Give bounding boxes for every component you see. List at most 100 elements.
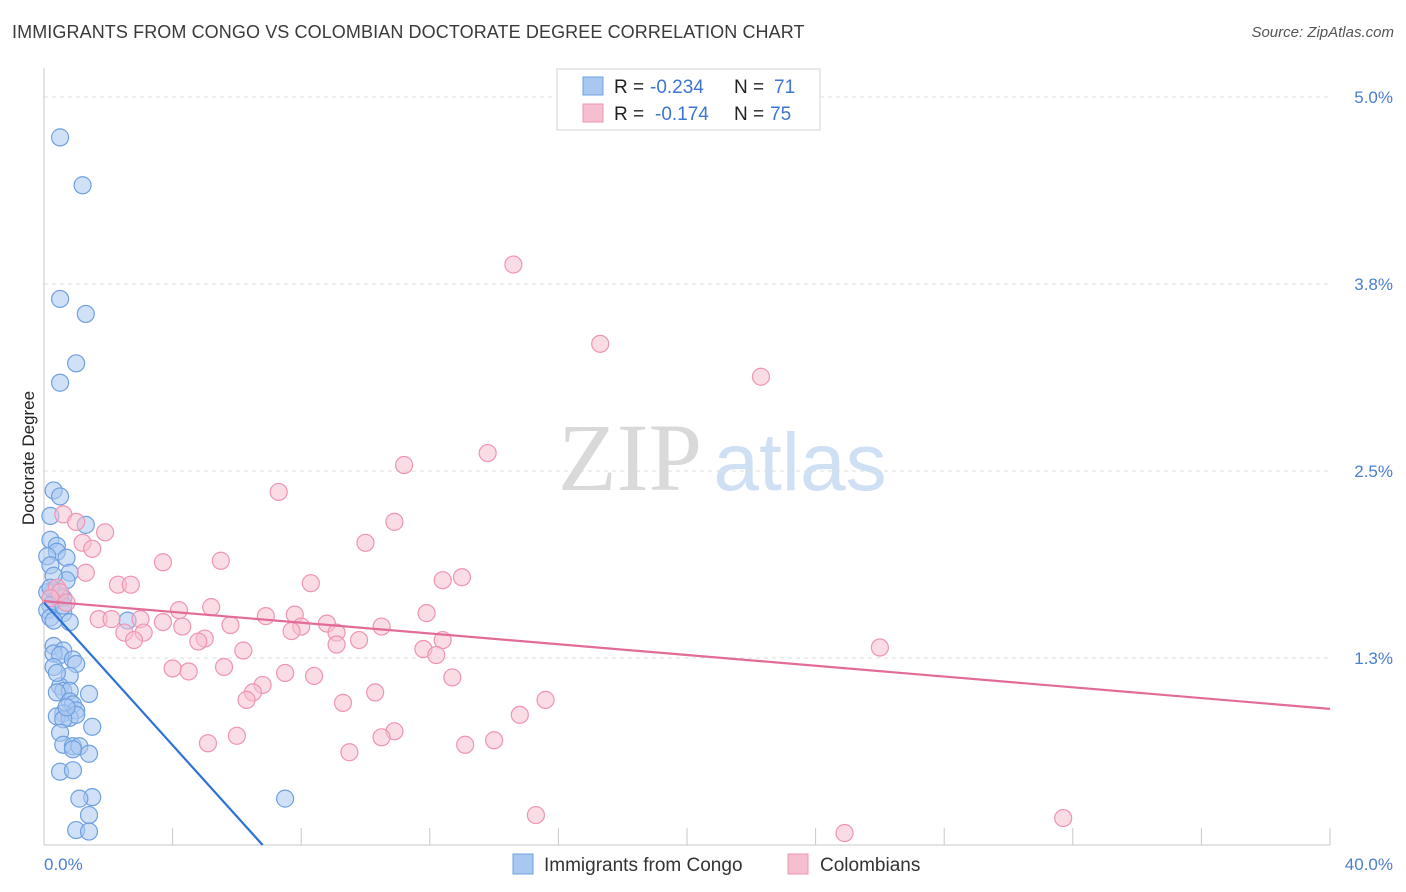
congo-point-14 bbox=[57, 548, 76, 567]
colombians-point-71 bbox=[485, 731, 504, 750]
watermark-zip: ZIP bbox=[558, 404, 702, 511]
watermark-atlas: atlas bbox=[713, 417, 886, 508]
colombians-point-72 bbox=[340, 743, 359, 762]
congo-point-2 bbox=[50, 289, 70, 309]
colombians-point-2 bbox=[751, 367, 771, 386]
legend-r-label-congo: R = bbox=[614, 77, 644, 98]
congo-point-7 bbox=[50, 487, 70, 506]
colombians-point-53 bbox=[163, 659, 182, 678]
chart-title: IMMIGRANTS FROM CONGO VS COLOMBIAN DOCTO… bbox=[12, 22, 805, 42]
series-colombians-points bbox=[41, 255, 1073, 843]
congo-point-5 bbox=[50, 373, 70, 392]
trend-lines bbox=[43, 600, 1331, 846]
congo-point-69 bbox=[47, 663, 66, 683]
congo-point-70 bbox=[57, 698, 76, 717]
series-congo-points bbox=[38, 128, 295, 841]
colombians-point-55 bbox=[214, 657, 234, 677]
legend-r-label-colombians: R = bbox=[614, 104, 644, 125]
bottom-legend-label-congo: Immigrants from Congo bbox=[544, 855, 743, 876]
grid-lines bbox=[44, 96, 1330, 659]
y-tick-labels: 1.3% 2.5% 3.8% 5.0% bbox=[1354, 88, 1393, 668]
series-legend: Immigrants from Congo Colombians bbox=[512, 853, 920, 876]
colombians-point-44 bbox=[189, 632, 208, 651]
colombians-point-26 bbox=[169, 601, 189, 620]
congo-point-56 bbox=[79, 744, 99, 763]
colombians-point-33 bbox=[153, 612, 173, 632]
congo-point-65 bbox=[63, 740, 83, 759]
y-tick-label-1: 2.5% bbox=[1354, 462, 1393, 481]
colombians-point-27 bbox=[417, 604, 436, 623]
colombians-point-38 bbox=[173, 617, 192, 636]
y-axis-title: Doctorate Degree bbox=[19, 391, 38, 525]
colombians-point-67 bbox=[372, 728, 391, 747]
colombians-point-31 bbox=[102, 610, 121, 629]
colombians-point-8 bbox=[67, 512, 86, 531]
congo-point-64 bbox=[79, 822, 99, 841]
colombians-point-63 bbox=[333, 693, 353, 712]
trend-line-congo bbox=[43, 601, 264, 846]
colombians-point-64 bbox=[536, 690, 555, 709]
congo-point-28 bbox=[60, 612, 79, 632]
trend-line-colombians bbox=[43, 600, 1331, 710]
colombians-point-16 bbox=[452, 568, 472, 587]
congo-point-3 bbox=[76, 304, 95, 324]
colombians-point-39 bbox=[282, 621, 301, 641]
colombians-point-62 bbox=[237, 690, 256, 709]
stats-legend: R = -0.234 N = 71 R = -0.174 N = 75 bbox=[556, 68, 821, 131]
congo-point-41 bbox=[47, 683, 66, 702]
congo-point-4 bbox=[67, 354, 86, 373]
colombians-point-18 bbox=[301, 574, 320, 593]
colombians-point-52 bbox=[427, 645, 446, 665]
colombians-point-12 bbox=[83, 539, 102, 558]
legend-n-value-colombians: 75 bbox=[770, 104, 791, 125]
congo-point-62 bbox=[276, 789, 295, 808]
colombians-point-1 bbox=[591, 334, 610, 353]
x-tick-label-min: 0.0% bbox=[44, 855, 83, 874]
colombians-point-13 bbox=[153, 553, 173, 572]
legend-swatch-colombians bbox=[582, 103, 604, 123]
colombians-point-17 bbox=[433, 571, 452, 590]
colombians-point-20 bbox=[121, 575, 140, 594]
bottom-legend-swatch-congo bbox=[512, 853, 534, 875]
colombians-point-69 bbox=[198, 734, 218, 753]
bottom-legend-label-colombians: Colombians bbox=[820, 855, 920, 876]
colombians-point-68 bbox=[227, 726, 246, 745]
colombians-point-46 bbox=[349, 630, 369, 650]
x-tick-label-max: 40.0% bbox=[1345, 855, 1393, 874]
y-tick-label-3: 5.0% bbox=[1354, 88, 1393, 107]
colombians-point-75 bbox=[835, 823, 854, 843]
colombians-point-73 bbox=[526, 805, 545, 825]
colombians-point-10 bbox=[356, 533, 375, 552]
x-ticks bbox=[43, 828, 1331, 845]
colombians-point-56 bbox=[276, 663, 295, 683]
y-tick-label-0: 1.3% bbox=[1354, 649, 1393, 668]
colombians-point-74 bbox=[1054, 808, 1073, 828]
colombians-point-57 bbox=[304, 666, 324, 686]
congo-point-61 bbox=[79, 805, 99, 825]
congo-point-60 bbox=[70, 789, 89, 808]
colombians-point-65 bbox=[510, 705, 529, 724]
colombians-point-25 bbox=[202, 598, 221, 617]
colombians-point-48 bbox=[327, 635, 346, 654]
colombians-point-61 bbox=[366, 683, 385, 702]
colombians-point-14 bbox=[211, 551, 230, 570]
legend-swatch-congo bbox=[582, 76, 604, 96]
colombians-point-15 bbox=[76, 563, 95, 582]
colombians-point-45 bbox=[124, 630, 144, 650]
colombians-point-37 bbox=[372, 617, 391, 636]
y-tick-label-2: 3.8% bbox=[1354, 275, 1393, 294]
congo-point-58 bbox=[63, 761, 83, 780]
bottom-legend-swatch-colombians bbox=[787, 853, 809, 875]
colombians-point-5 bbox=[269, 482, 288, 502]
legend-n-label-colombians: N = bbox=[734, 104, 764, 125]
colombians-point-34 bbox=[221, 615, 240, 635]
legend-r-value-colombians: -0.174 bbox=[655, 104, 709, 125]
congo-point-0 bbox=[50, 128, 70, 147]
congo-point-1 bbox=[73, 176, 92, 195]
legend-n-value-congo: 71 bbox=[774, 77, 795, 98]
colombians-point-51 bbox=[870, 638, 890, 657]
colombians-point-4 bbox=[394, 455, 414, 475]
colombians-point-3 bbox=[478, 443, 497, 463]
colombians-point-58 bbox=[443, 668, 462, 687]
